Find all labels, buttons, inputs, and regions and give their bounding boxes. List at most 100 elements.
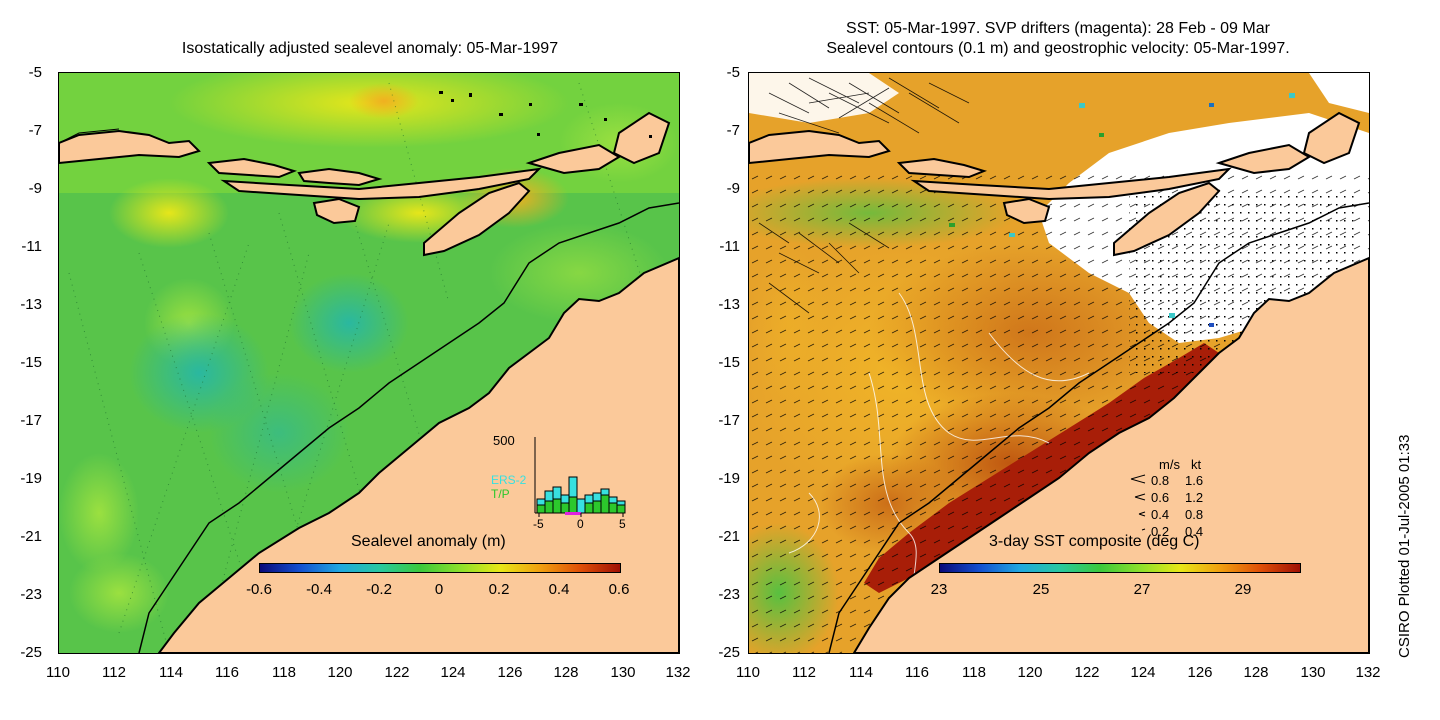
sealevel-colorbar-tick: -0.6 <box>246 581 272 598</box>
velocity-legend-ms: 0.2 <box>1151 524 1170 539</box>
x-tick: 120 <box>327 664 353 681</box>
y-tick: -9 <box>28 180 42 197</box>
x-tick: 120 <box>1017 664 1043 681</box>
right-panel-title-line1: SST: 05-Mar-1997. SVP drifters (magenta)… <box>846 20 1270 37</box>
x-tick: 126 <box>497 664 523 681</box>
y-tick: -17 <box>20 412 42 429</box>
histogram-xtick: -5 <box>533 517 544 531</box>
sealevel-colorbar <box>259 563 621 573</box>
histogram-top-label: 500 <box>493 433 515 448</box>
x-tick: 132 <box>665 664 691 681</box>
sealevel-colorbar-tick: 0 <box>434 581 444 598</box>
land-islands <box>59 111 671 257</box>
y-tick: -7 <box>726 122 740 139</box>
x-tick: 128 <box>1243 664 1269 681</box>
x-tick: 112 <box>792 664 816 681</box>
velocity-legend-header-kt: kt <box>1191 457 1202 472</box>
y-tick: -5 <box>726 64 740 81</box>
sealevel-colorbar-tick: 0.6 <box>608 581 630 598</box>
x-tick: 122 <box>384 664 410 681</box>
histogram-tp-label: T/P <box>491 487 510 501</box>
y-tick: -25 <box>718 644 740 661</box>
hist-bar <box>592 500 602 514</box>
x-tick: 116 <box>905 664 929 681</box>
velocity-legend-ms: 0.6 <box>1151 490 1170 505</box>
sealevel-anomaly-map: 500 ERS-2 T/P <box>58 72 680 654</box>
hist-bar <box>560 502 570 514</box>
x-tick: 110 <box>736 664 760 681</box>
sealevel-colorbar-tick: 0.2 <box>488 581 510 598</box>
x-tick: 122 <box>1074 664 1100 681</box>
sst-colorbar-label: 3-day SST composite (deg C) <box>989 533 1200 550</box>
y-tick: -19 <box>718 470 740 487</box>
y-tick: -21 <box>20 528 42 545</box>
x-tick: 114 <box>849 664 873 681</box>
histogram-xtick: 5 <box>619 517 626 531</box>
sst-colorbar <box>939 563 1301 573</box>
y-tick: -9 <box>726 180 740 197</box>
velocity-legend-kt: 0.4 <box>1185 524 1204 539</box>
y-tick: -13 <box>718 296 740 313</box>
land-australia <box>157 256 679 653</box>
sst-colorbar-tick: 29 <box>1234 581 1252 598</box>
histogram-xtick: 0 <box>577 517 584 531</box>
x-tick: 112 <box>102 664 126 681</box>
sst-colorbar-tick: 25 <box>1032 581 1050 598</box>
velocity-legend-header-ms: m/s <box>1159 457 1180 472</box>
y-tick: -5 <box>28 64 42 81</box>
x-tick: 110 <box>46 664 70 681</box>
hist-bar <box>536 504 546 514</box>
velocity-legend: m/s kt 0.8 1.6 0.6 1.2 0.4 0.8 0.2 0.4 <box>1127 457 1247 547</box>
hist-bar <box>608 502 618 514</box>
y-tick: -15 <box>718 354 740 371</box>
velocity-legend-kt: 1.6 <box>1185 473 1204 488</box>
hist-bar <box>616 504 626 514</box>
x-tick: 118 <box>962 664 986 681</box>
y-tick: -11 <box>21 238 42 255</box>
velocity-legend-ms: 0.8 <box>1151 473 1170 488</box>
hist-bar <box>568 496 578 514</box>
plot-stamp: CSIRO Plotted 01-Jul-2005 01:33 <box>1396 434 1413 658</box>
x-tick: 128 <box>553 664 579 681</box>
land-islands-sst <box>749 111 1361 257</box>
sealevel-colorbar-tick: -0.2 <box>366 581 392 598</box>
hist-bar <box>576 498 586 514</box>
sealevel-colorbar-label: Sealevel anomaly (m) <box>351 533 506 550</box>
y-tick: -19 <box>20 470 42 487</box>
x-tick: 124 <box>440 664 466 681</box>
hist-bar <box>544 500 554 514</box>
velocity-legend-kt: 1.2 <box>1185 490 1204 505</box>
y-tick: -13 <box>20 296 42 313</box>
x-tick: 130 <box>610 664 636 681</box>
x-tick: 130 <box>1300 664 1326 681</box>
histogram-inset: 500 ERS-2 T/P <box>491 433 649 543</box>
y-tick: -23 <box>718 586 740 603</box>
y-tick: -25 <box>20 644 42 661</box>
y-tick: -21 <box>718 528 740 545</box>
sealevel-colorbar-tick: 0.4 <box>548 581 570 598</box>
hist-bar <box>584 502 594 514</box>
x-tick: 118 <box>272 664 296 681</box>
sst-colorbar-tick: 27 <box>1133 581 1151 598</box>
sst-colorbar-tick: 23 <box>930 581 948 598</box>
velocity-legend-kt: 0.8 <box>1185 507 1204 522</box>
velocity-legend-ms: 0.4 <box>1151 507 1170 522</box>
x-tick: 124 <box>1130 664 1156 681</box>
sst-map: m/s kt 0.8 1.6 0.6 1.2 0.4 0.8 0.2 0.4 3… <box>748 72 1370 654</box>
histogram-ers2-label: ERS-2 <box>491 473 527 487</box>
y-tick: -17 <box>718 412 740 429</box>
x-tick: 126 <box>1187 664 1213 681</box>
y-tick: -7 <box>28 122 42 139</box>
x-tick: 132 <box>1355 664 1381 681</box>
x-tick: 116 <box>215 664 239 681</box>
left-panel-title: Isostatically adjusted sealevel anomaly:… <box>181 40 559 57</box>
y-tick: -11 <box>719 238 740 255</box>
y-tick: -23 <box>20 586 42 603</box>
hist-bar <box>552 498 562 514</box>
sealevel-colorbar-tick: -0.4 <box>306 581 332 598</box>
right-panel-title-line2: Sealevel contours (0.1 m) and geostrophi… <box>826 40 1290 57</box>
y-tick: -15 <box>20 354 42 371</box>
land-australia-sst <box>852 256 1369 653</box>
x-tick: 114 <box>159 664 183 681</box>
hist-bar <box>600 494 610 514</box>
